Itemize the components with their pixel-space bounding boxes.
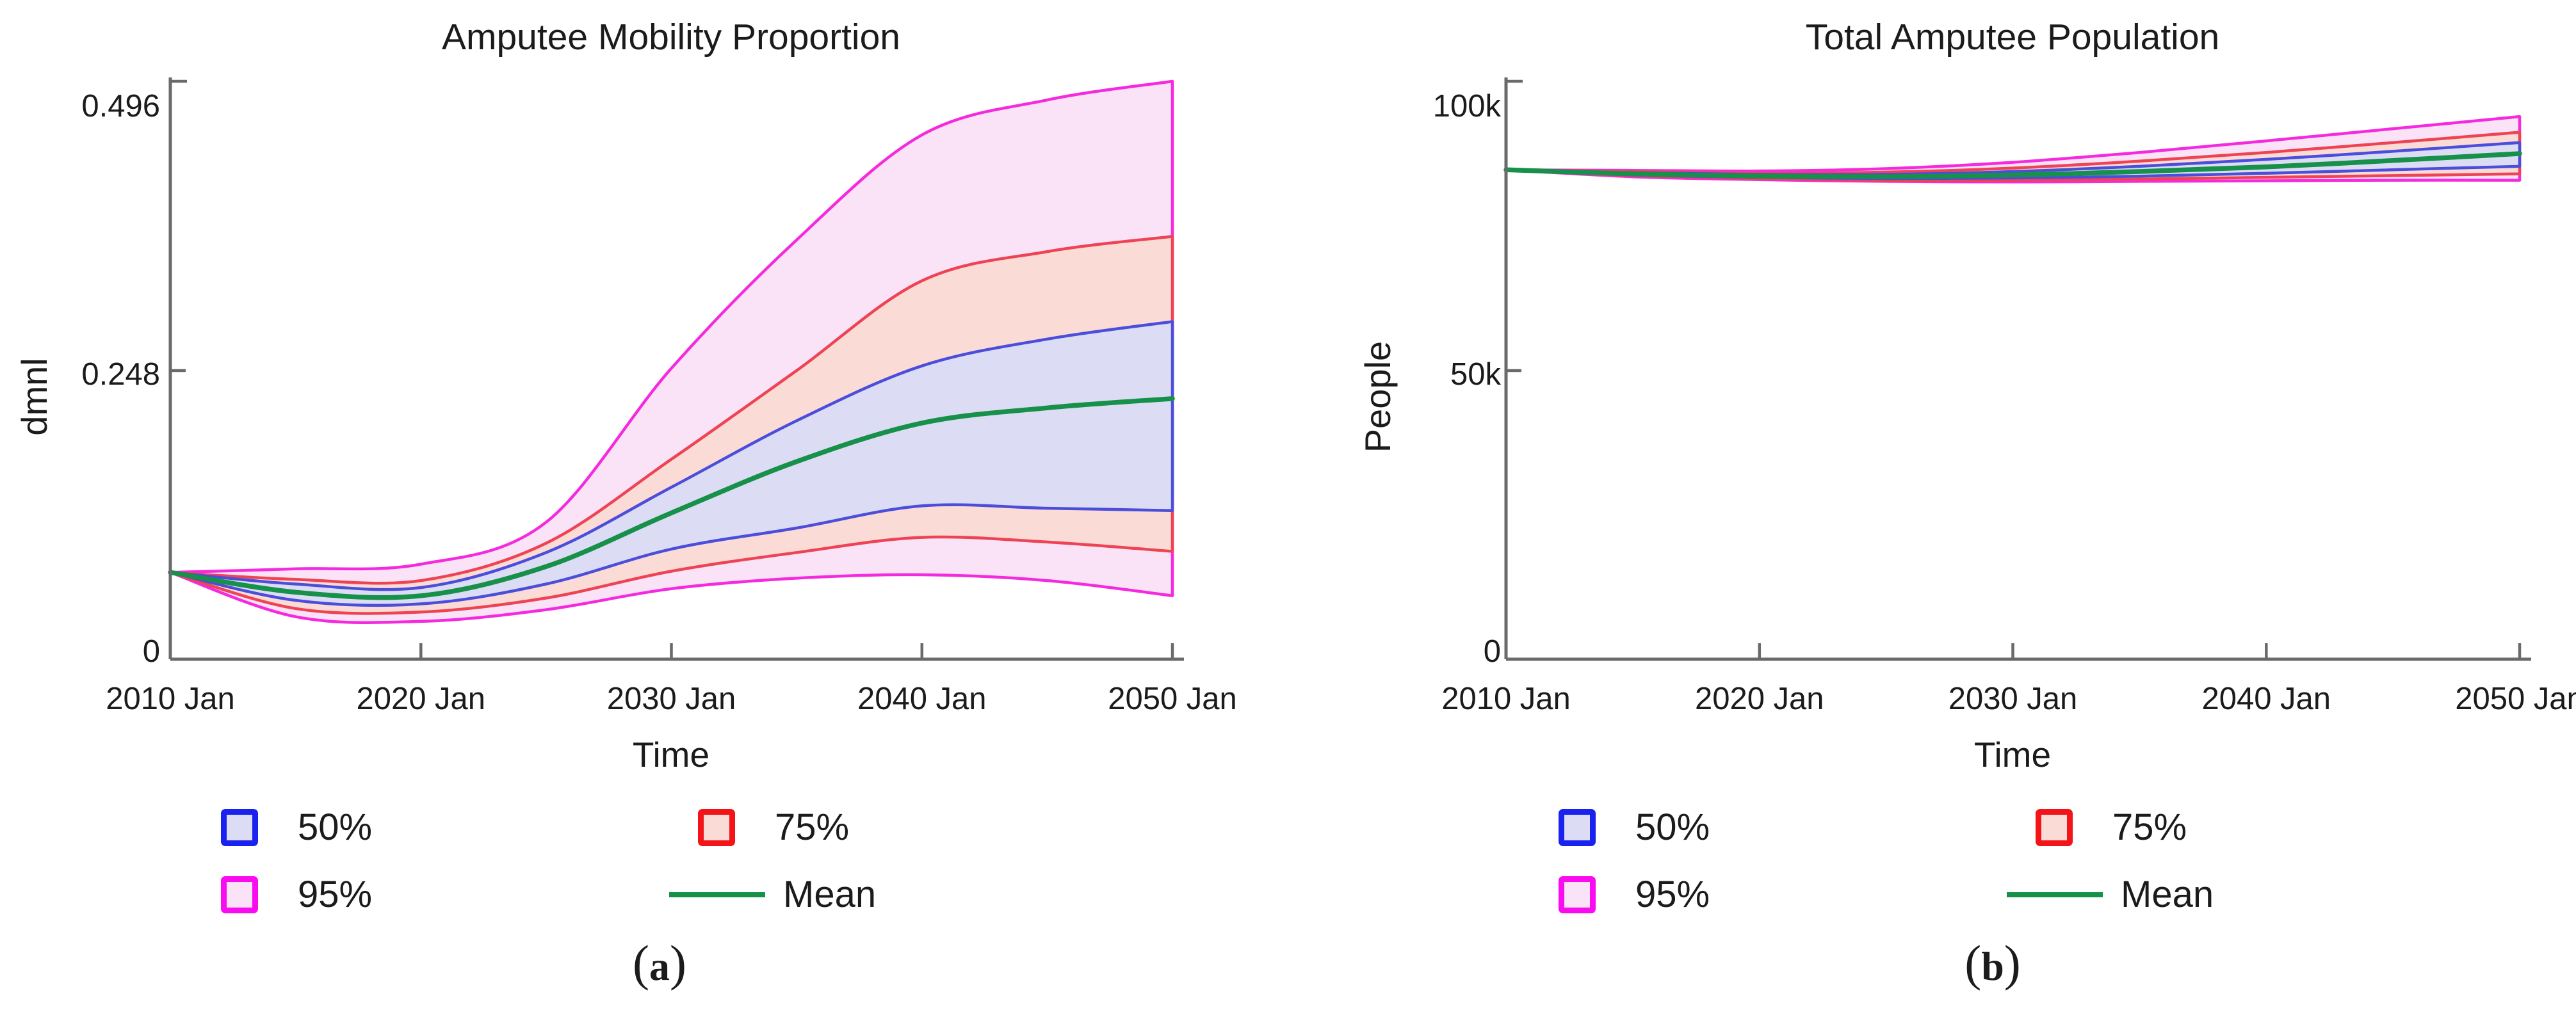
legend-swatch-50-icon: [1559, 809, 1596, 846]
y-tick-label: 50k: [1450, 357, 1501, 392]
panel-caption-a: (a): [633, 935, 686, 991]
legend-swatch-95-icon: [221, 876, 258, 913]
x-tick-label: 2050 Jan: [2455, 682, 2576, 716]
mean-line: [1503, 151, 2522, 180]
x-tick-label: 2040 Jan: [857, 682, 987, 716]
x-tick-label: 2030 Jan: [606, 682, 736, 716]
x-tick-label: 2050 Jan: [1108, 682, 1237, 716]
legend-swatch-95-icon: [1559, 876, 1596, 913]
x-axis-label-a: Time: [632, 735, 710, 774]
legend-b: 50% 75% 95% Mean: [1288, 808, 2576, 949]
chart-title-b: Total Amputee Population: [1805, 17, 2220, 58]
legend-item-mean: Mean: [2007, 875, 2214, 915]
axis-ticks: [1506, 79, 2522, 659]
mean-line: [168, 396, 1175, 600]
legend-item-95: 95%: [221, 875, 372, 915]
x-tick-label: 2010 Jan: [1441, 682, 1571, 716]
band-50%-area: [168, 320, 1174, 607]
panel-total-amputee-population: Total Amputee Population People 100k 50k…: [1288, 0, 2576, 1017]
legend-mean-line-icon: [2007, 892, 2103, 897]
y-tick-label: 0: [1483, 634, 1501, 669]
x-tick-label: 2020 Jan: [356, 682, 486, 716]
legend-swatch-75-icon: [2036, 809, 2073, 846]
legend-item-mean: Mean: [669, 875, 876, 915]
chart-title-a: Amputee Mobility Proportion: [441, 17, 900, 58]
axis-ticks: [170, 79, 1174, 659]
y-tick-label: 0.248: [81, 357, 160, 392]
y-tick-label: 0.496: [81, 89, 160, 124]
x-tick-label: 2020 Jan: [1694, 682, 1824, 716]
x-tick-label: 2030 Jan: [1948, 682, 2078, 716]
band-75%-area: [168, 235, 1174, 615]
legend-a: 50% 75% 95% Mean: [0, 808, 1288, 949]
x-tick-label: 2010 Jan: [106, 682, 235, 716]
legend-item-75: 75%: [2036, 808, 2187, 847]
panel-amputee-mobility: Amputee Mobility Proportion dmnl 0.496 0…: [0, 17, 1288, 991]
legend-item-50: 50%: [221, 808, 372, 847]
chart-canvas-a: [168, 77, 1184, 661]
legend-swatch-75-icon: [698, 809, 735, 846]
panel-caption-b: (b): [1964, 935, 2021, 991]
axis-spines: [1504, 77, 2531, 661]
legend-item-75: 75%: [698, 808, 849, 847]
legend-item-50: 50%: [1559, 808, 1710, 847]
legend-item-95: 95%: [1559, 875, 1710, 915]
legend-swatch-50-icon: [221, 809, 258, 846]
x-axis-label-b: Time: [1973, 735, 2052, 774]
y-tick-label: 100k: [1432, 89, 1501, 124]
legend-mean-line-icon: [669, 892, 765, 897]
axis-spines: [168, 77, 1184, 661]
chart-canvas-b: [1503, 77, 2531, 661]
y-tick-label: 0: [142, 634, 160, 669]
x-tick-label: 2040 Jan: [2201, 682, 2331, 716]
